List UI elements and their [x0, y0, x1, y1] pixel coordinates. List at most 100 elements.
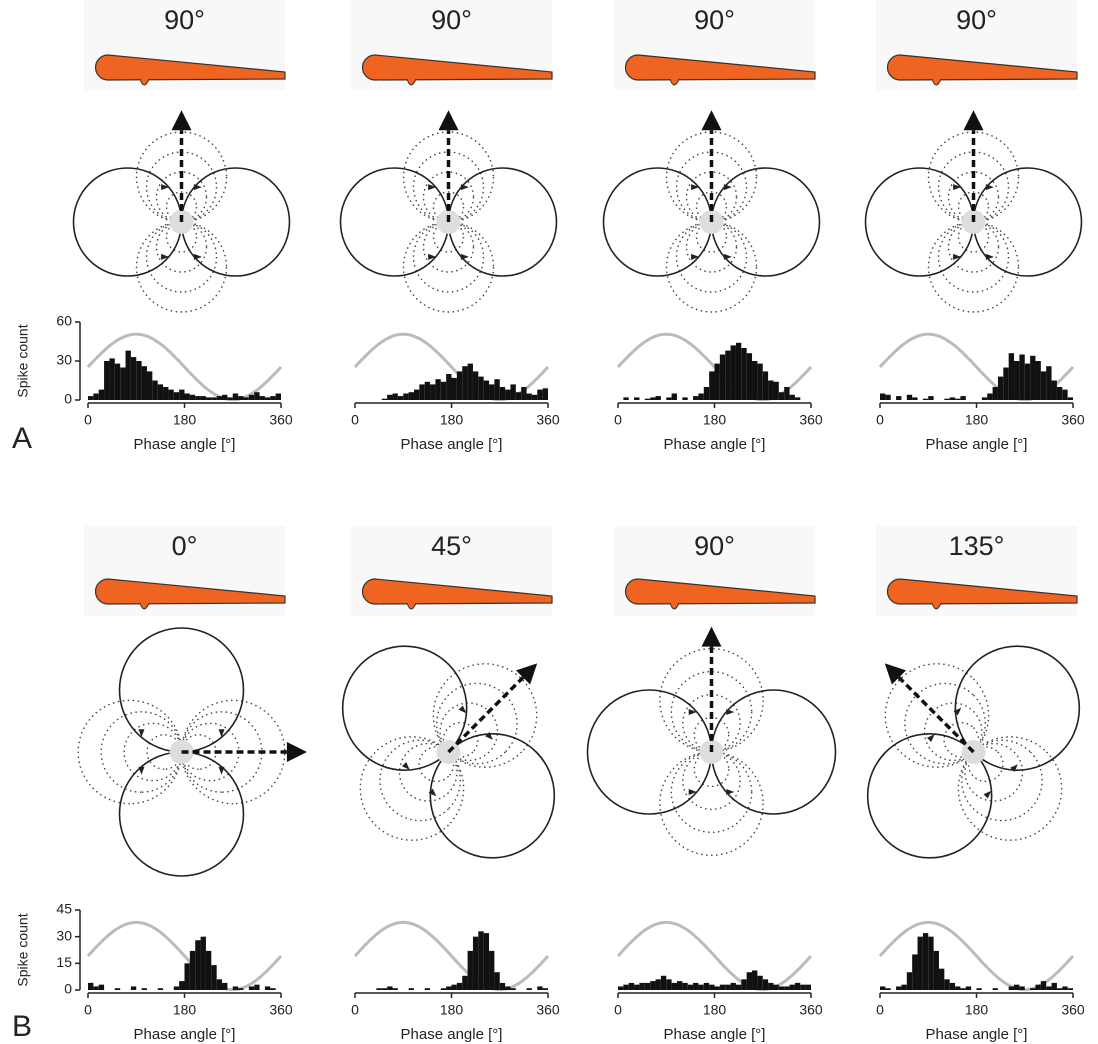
bar: [944, 979, 949, 990]
chart-title: 0°: [172, 531, 198, 561]
bar: [115, 364, 120, 400]
bar: [634, 985, 639, 990]
bar: [747, 353, 752, 400]
y-tick-label: 0: [64, 981, 72, 997]
bar: [265, 986, 270, 990]
bar: [784, 986, 789, 990]
bar: [977, 988, 982, 990]
bar: [190, 395, 195, 400]
bar: [1057, 387, 1062, 400]
bar: [993, 387, 998, 400]
flow-loop: [74, 168, 182, 276]
bar: [179, 981, 184, 990]
flow-arrow: [726, 709, 734, 715]
bar: [1052, 381, 1057, 401]
flow-loop: [712, 168, 820, 276]
bar: [222, 395, 227, 400]
bar: [661, 976, 666, 990]
y-tick-label: 0: [64, 391, 72, 407]
x-axis-label: Phase angle [°]: [401, 436, 503, 453]
bar: [147, 371, 152, 400]
bar: [784, 387, 789, 400]
bar: [462, 366, 467, 400]
bar: [736, 343, 741, 400]
bar: [752, 361, 757, 400]
bar: [1068, 397, 1073, 400]
bar: [731, 983, 736, 990]
bar: [1035, 985, 1040, 990]
field-line: [671, 752, 751, 832]
bar: [682, 983, 687, 990]
bar: [249, 986, 254, 990]
direction-head: [702, 110, 722, 130]
y-tick-label: 45: [56, 901, 72, 917]
bar: [736, 985, 741, 990]
panel-label: B: [12, 1010, 32, 1043]
x-tick-label: 0: [876, 412, 884, 428]
bar: [912, 397, 917, 400]
bar: [950, 397, 955, 400]
bar: [1009, 986, 1014, 990]
bar: [99, 985, 104, 990]
bar: [142, 988, 147, 990]
chart-title: 45°: [431, 531, 472, 561]
x-tick-label: 360: [799, 1002, 823, 1018]
x-tick-label: 180: [965, 412, 989, 428]
bar: [1041, 371, 1046, 400]
bar: [484, 933, 489, 990]
bar: [1068, 988, 1073, 990]
bar: [1003, 368, 1008, 401]
bar: [795, 397, 800, 400]
flow-arrow: [138, 767, 144, 775]
x-axis-label: Phase angle [°]: [664, 1026, 766, 1043]
bar: [179, 390, 184, 400]
bar: [457, 983, 462, 990]
bar: [896, 986, 901, 990]
bar: [715, 986, 720, 990]
direction-head: [964, 110, 984, 130]
field-line: [929, 222, 1019, 312]
field-line: [137, 222, 227, 312]
bar: [473, 371, 478, 400]
bar: [634, 397, 639, 400]
bar: [206, 951, 211, 990]
bar: [704, 983, 709, 990]
bar: [500, 387, 505, 400]
x-axis-label: Phase angle [°]: [401, 1026, 503, 1043]
bar: [806, 985, 811, 990]
bar: [998, 377, 1003, 400]
bar: [217, 396, 222, 400]
bar: [543, 988, 548, 990]
chart-title: 90°: [694, 531, 735, 561]
bar: [238, 988, 243, 990]
bar: [650, 397, 655, 400]
bar: [639, 983, 644, 990]
bar: [1046, 366, 1051, 400]
field-diagram: [341, 110, 557, 312]
bar: [537, 390, 542, 400]
bar: [452, 985, 457, 990]
bar: [387, 986, 392, 990]
chart-title: 90°: [694, 5, 735, 35]
flow-arrow: [461, 184, 469, 190]
flow-loop: [405, 708, 580, 883]
flow-loop: [120, 752, 244, 876]
x-tick-label: 360: [1061, 1002, 1085, 1018]
flow-arrow: [194, 254, 202, 260]
x-tick-label: 0: [351, 412, 359, 428]
flow-loop: [120, 628, 244, 752]
bar: [243, 397, 248, 400]
flow-arrow: [219, 767, 225, 775]
x-tick-label: 180: [173, 412, 197, 428]
x-tick-label: 180: [703, 412, 727, 428]
field-diagram: [797, 576, 1098, 913]
bar: [163, 387, 168, 400]
bar: [1062, 986, 1067, 990]
x-axis-label: Phase angle [°]: [926, 1026, 1028, 1043]
bar: [800, 985, 805, 990]
bar: [907, 972, 912, 990]
bar: [928, 396, 933, 400]
bar: [468, 364, 473, 400]
bar: [709, 371, 714, 400]
bar: [966, 986, 971, 990]
